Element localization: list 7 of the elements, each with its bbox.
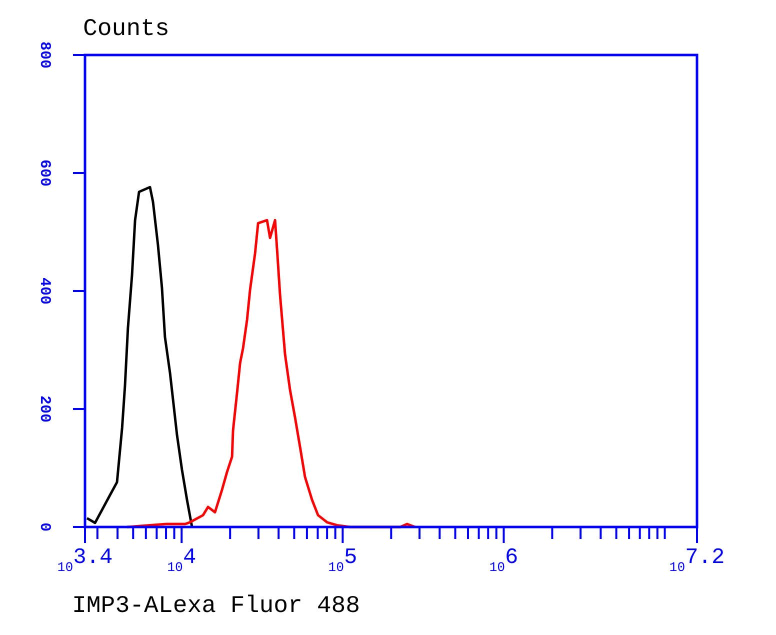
y-tick-label: 600 (36, 159, 53, 187)
y-tick-label: 800 (36, 41, 53, 69)
x-axis-title: IMP3-ALexa Fluor 488 (72, 593, 360, 620)
y-tick-label: 200 (36, 395, 53, 423)
y-axis-title: Counts (83, 16, 170, 43)
y-tick-label: 400 (36, 277, 53, 305)
y-tick-label: 0 (36, 522, 53, 532)
